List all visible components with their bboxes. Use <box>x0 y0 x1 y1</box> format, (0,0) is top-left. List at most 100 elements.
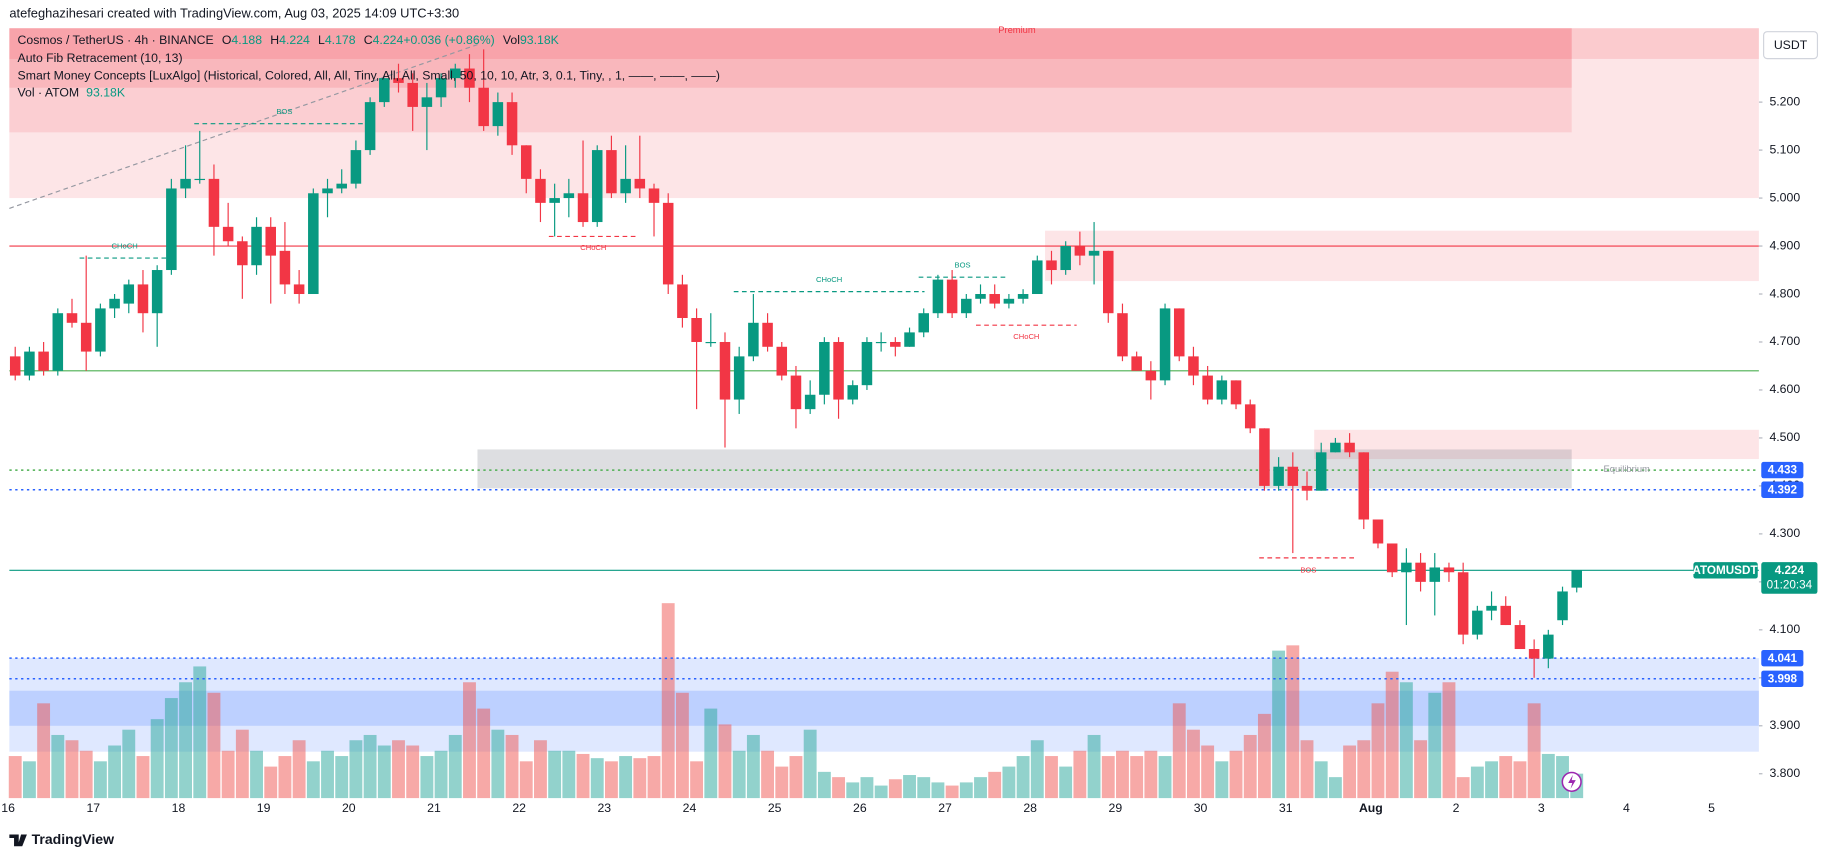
candle-body <box>38 351 49 371</box>
volume-bar <box>321 750 334 799</box>
symbol-tag-label: ATOMUSDT <box>1692 564 1758 577</box>
candle-body <box>24 351 35 376</box>
volume-bar <box>448 734 462 799</box>
candle-body <box>733 356 745 400</box>
volume-bar <box>1314 761 1328 799</box>
candle-body <box>804 394 816 410</box>
candle-body <box>1457 572 1469 635</box>
zones <box>9 28 1759 752</box>
candle-body <box>1386 543 1398 573</box>
candle-body <box>677 284 688 319</box>
candle-body <box>535 178 546 203</box>
candle-body <box>506 102 518 146</box>
legend-key: Vol <box>503 33 520 47</box>
annotations: Premium Equilibrium <box>998 25 1650 474</box>
volume-bar <box>718 724 732 799</box>
x-tick-label: 3 <box>1538 801 1545 815</box>
volume-bar <box>1257 713 1271 799</box>
legend-value: 4.188 <box>231 33 262 47</box>
volume-bar <box>79 750 93 799</box>
volume-bar <box>250 750 263 799</box>
candle-body <box>719 341 731 400</box>
zone <box>477 449 1572 489</box>
volume-bar <box>1116 750 1129 799</box>
candle-body <box>875 341 887 344</box>
candle-body <box>705 341 717 344</box>
legend-key: C <box>364 33 373 47</box>
volume-bar <box>576 753 590 799</box>
candle-body <box>237 241 248 266</box>
volume-bar <box>477 708 491 799</box>
countdown: 01:20:34 <box>1767 579 1813 592</box>
candle-body <box>1443 567 1455 573</box>
candle-body <box>847 385 859 400</box>
candle-body <box>222 226 234 242</box>
volume-bar <box>1485 761 1498 799</box>
candle-body <box>932 279 944 314</box>
volume-bar <box>193 666 207 799</box>
candle-body <box>1415 562 1426 582</box>
level-tag <box>1761 461 1804 479</box>
volume-bar <box>548 750 562 799</box>
volume-bar <box>1328 777 1342 799</box>
header: atefeghazihesari created with TradingVie… <box>9 6 720 100</box>
volume-bar <box>377 745 391 799</box>
candle-body <box>748 322 759 357</box>
candle-body <box>265 226 276 256</box>
candle-body <box>66 313 78 323</box>
candle-body <box>989 294 1000 304</box>
zone <box>1045 230 1759 282</box>
legend-key: H <box>270 33 279 47</box>
zone <box>9 690 1759 726</box>
structure-label: BOS <box>276 107 292 116</box>
legend-value: 4.224 <box>373 33 404 47</box>
volume-bar <box>959 782 973 799</box>
volume-bar <box>1456 777 1470 799</box>
volume-bar <box>136 756 150 799</box>
volume-bar <box>349 740 363 799</box>
candle-body <box>904 332 915 347</box>
volume-bar <box>164 698 178 799</box>
volume-name: Vol · ATOM <box>18 86 80 100</box>
currency: USDT <box>1774 38 1808 52</box>
legend-key: L <box>318 33 325 47</box>
candle-body <box>790 375 802 410</box>
candle-body <box>123 284 135 304</box>
volume-bar <box>179 682 192 799</box>
level-tag-label: 3.998 <box>1768 672 1798 685</box>
candle-body <box>52 313 64 371</box>
indicator: Smart Money Concepts [LuxAlgo] (Historic… <box>18 68 720 82</box>
volume-bar <box>1073 750 1087 799</box>
candle-body <box>336 183 347 189</box>
x-tick-label: 27 <box>938 801 952 815</box>
candle-body <box>549 198 560 203</box>
candle-body <box>520 145 532 179</box>
credit: atefeghazihesari created with TradingVie… <box>9 6 459 21</box>
candle-body <box>95 308 106 352</box>
volume-value: 93.18K <box>86 86 126 100</box>
candle-body <box>1131 356 1142 371</box>
y-tick-label: 4.800 <box>1769 286 1800 300</box>
candle-body <box>606 150 617 194</box>
level-tag <box>1761 649 1804 667</box>
candle-body <box>137 284 149 314</box>
volume-bar <box>420 756 434 799</box>
candle-body <box>662 202 674 285</box>
candle-body <box>1046 260 1057 271</box>
candle-body <box>1429 567 1441 582</box>
zone <box>9 28 1572 133</box>
candle-body <box>1330 442 1341 453</box>
volume-bar <box>1187 729 1200 799</box>
candle-body <box>435 78 447 98</box>
candle-body <box>861 341 873 386</box>
candle-body <box>1088 250 1100 256</box>
volume-bar <box>1357 740 1371 799</box>
zone-label: Equilibrium <box>1604 464 1650 474</box>
volume-bar <box>264 766 278 799</box>
structure-label: BOS <box>1300 566 1316 575</box>
structure-label: CHoCH <box>112 241 138 250</box>
volume-bar <box>1343 745 1357 799</box>
candle-body <box>322 188 333 194</box>
volume-bar <box>51 734 65 799</box>
